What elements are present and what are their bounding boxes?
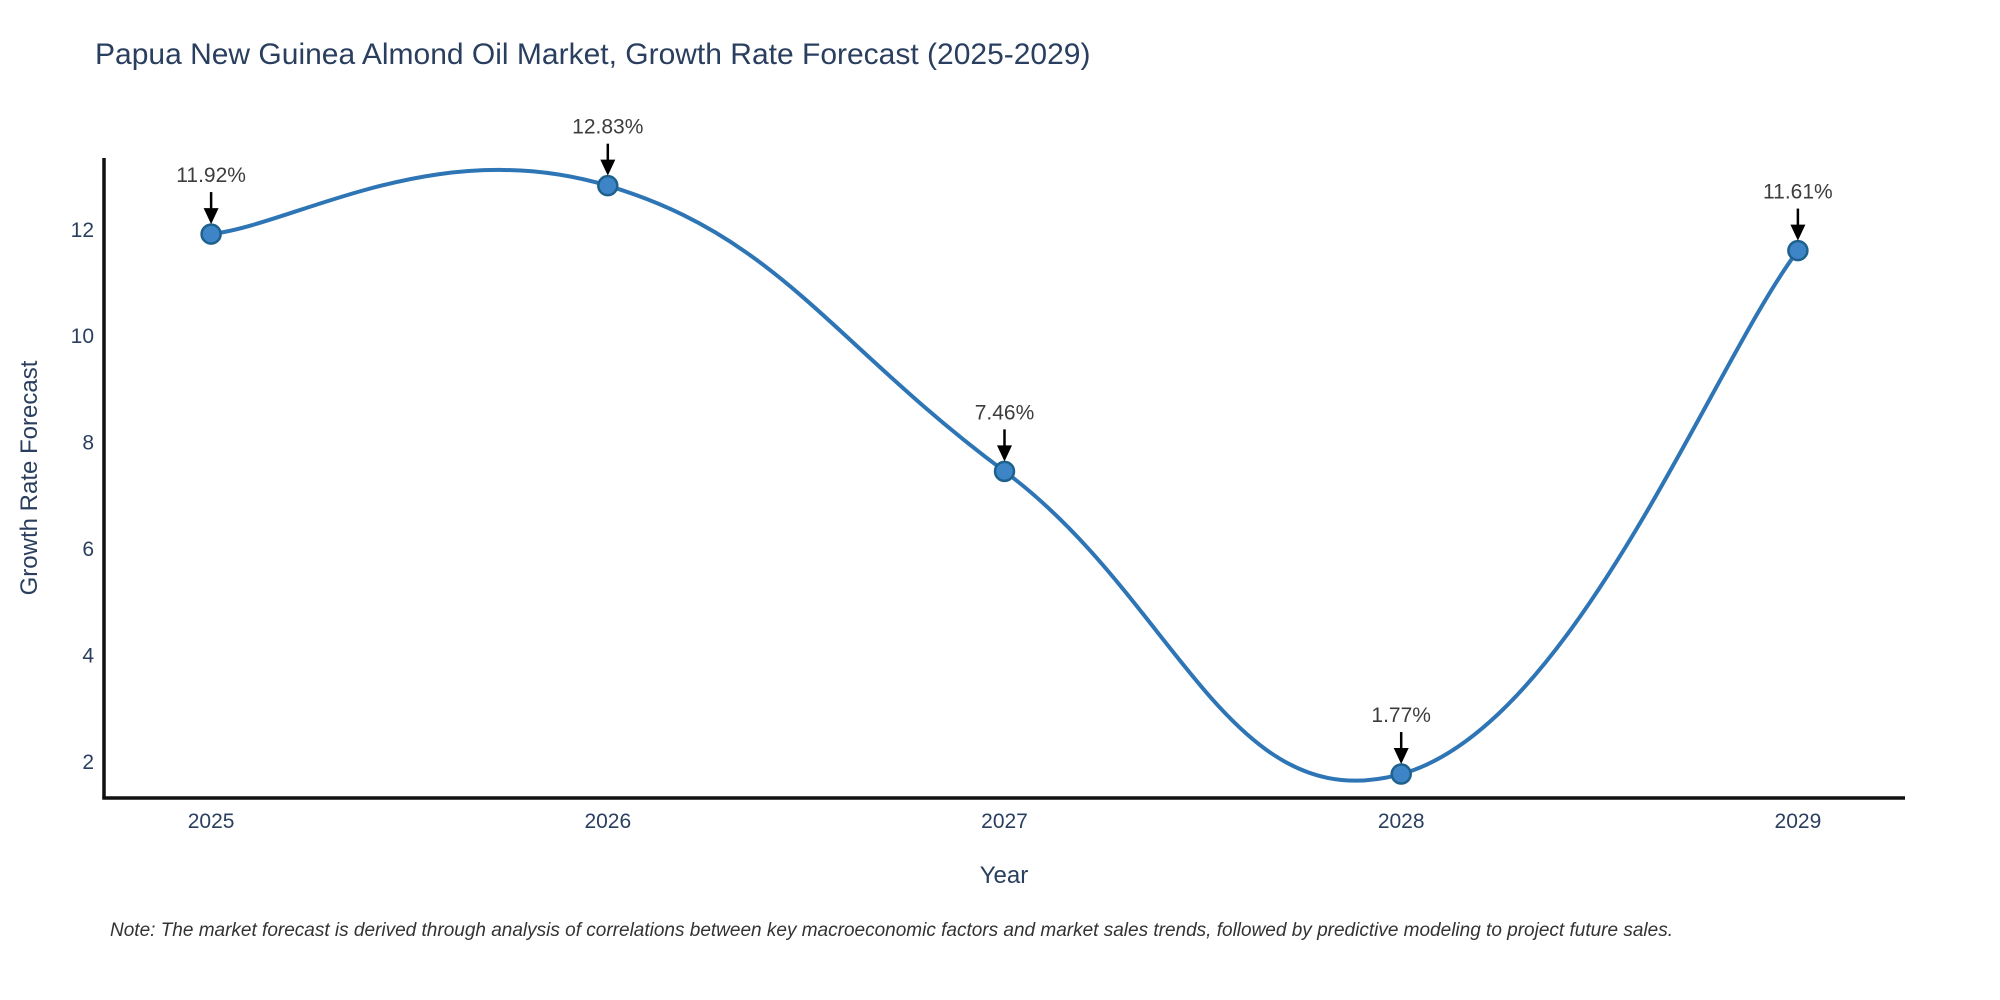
x-tick-label: 2026 [584, 810, 631, 833]
y-tick-label: 12 [71, 219, 94, 242]
x-tick-label: 2027 [981, 810, 1028, 833]
y-tick-label: 8 [82, 432, 94, 455]
y-tick-label: 6 [82, 538, 94, 561]
x-tick-label: 2025 [188, 810, 235, 833]
data-point-2025[interactable] [200, 223, 222, 245]
chart-title: Papua New Guinea Almond Oil Market, Grow… [95, 38, 1091, 71]
point-value-label: 7.46% [975, 401, 1035, 424]
trend-line [209, 167, 1800, 783]
x-axis-title: Year [979, 862, 1029, 889]
annotation-arrowhead-icon [1393, 748, 1409, 765]
data-point-2026[interactable] [597, 174, 619, 197]
data-point-2029[interactable] [1787, 239, 1809, 262]
y-tick-label: 4 [82, 644, 94, 667]
y-tick-label: 10 [71, 325, 94, 348]
data-point-2028[interactable] [1390, 763, 1412, 785]
point-value-label: 1.77% [1371, 704, 1431, 727]
x-tick-label: 2028 [1378, 810, 1425, 833]
point-value-label: 11.61% [1763, 181, 1833, 204]
point-value-label: 12.83% [572, 116, 643, 139]
annotation-arrowhead-icon [997, 445, 1012, 462]
y-tick-label: 2 [82, 751, 94, 774]
annotation-arrowhead-icon [600, 159, 616, 176]
point-value-label: 11.92% [176, 164, 246, 187]
annotation-arrowhead-icon [203, 208, 219, 225]
x-tick-label: 2029 [1775, 810, 1822, 833]
annotation-arrowhead-icon [1790, 224, 1806, 241]
y-axis-title: Growth Rate Forecast [16, 360, 43, 596]
data-point-2027[interactable] [993, 460, 1016, 483]
chart-note: Note: The market forecast is derived thr… [110, 920, 1673, 941]
